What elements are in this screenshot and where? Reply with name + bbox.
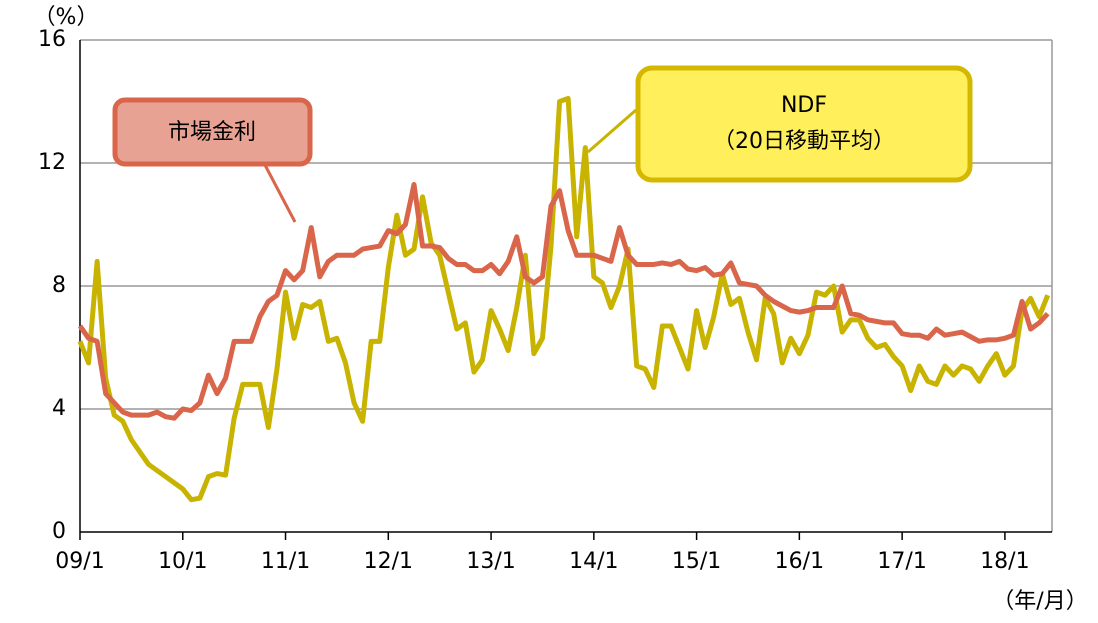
- x-tick-label: 11/1: [261, 549, 310, 574]
- x-tick-label: 13/1: [466, 549, 515, 574]
- callout-label: （20日移動平均）: [713, 129, 895, 154]
- callout-label: 市場金利: [168, 120, 256, 145]
- x-unit: （年/月）: [992, 589, 1087, 614]
- callout-label: NDF: [781, 93, 827, 118]
- x-tick-label: 14/1: [569, 549, 618, 574]
- x-tick-label: 15/1: [672, 549, 721, 574]
- callout-box: [635, 65, 973, 183]
- y-tick-label: 8: [52, 273, 66, 298]
- x-tick-label: 16/1: [775, 549, 824, 574]
- x-tick-label: 18/1: [980, 549, 1029, 574]
- x-tick-label: 17/1: [877, 549, 926, 574]
- y-tick-label: 4: [52, 396, 66, 421]
- y-unit: （%）: [34, 5, 99, 30]
- y-tick-label: 12: [38, 150, 66, 175]
- callout-pointer: [263, 164, 297, 223]
- series-line: [77, 95, 1051, 503]
- x-tick-label: 10/1: [158, 549, 207, 574]
- y-tick-label: 16: [38, 27, 66, 52]
- y-tick-label: 0: [52, 519, 66, 544]
- series-line: [77, 182, 1050, 421]
- x-tick-label: 12/1: [364, 549, 413, 574]
- x-tick-label: 09/1: [55, 549, 104, 574]
- callout-pointer: [587, 108, 637, 154]
- callout-box: [112, 97, 313, 167]
